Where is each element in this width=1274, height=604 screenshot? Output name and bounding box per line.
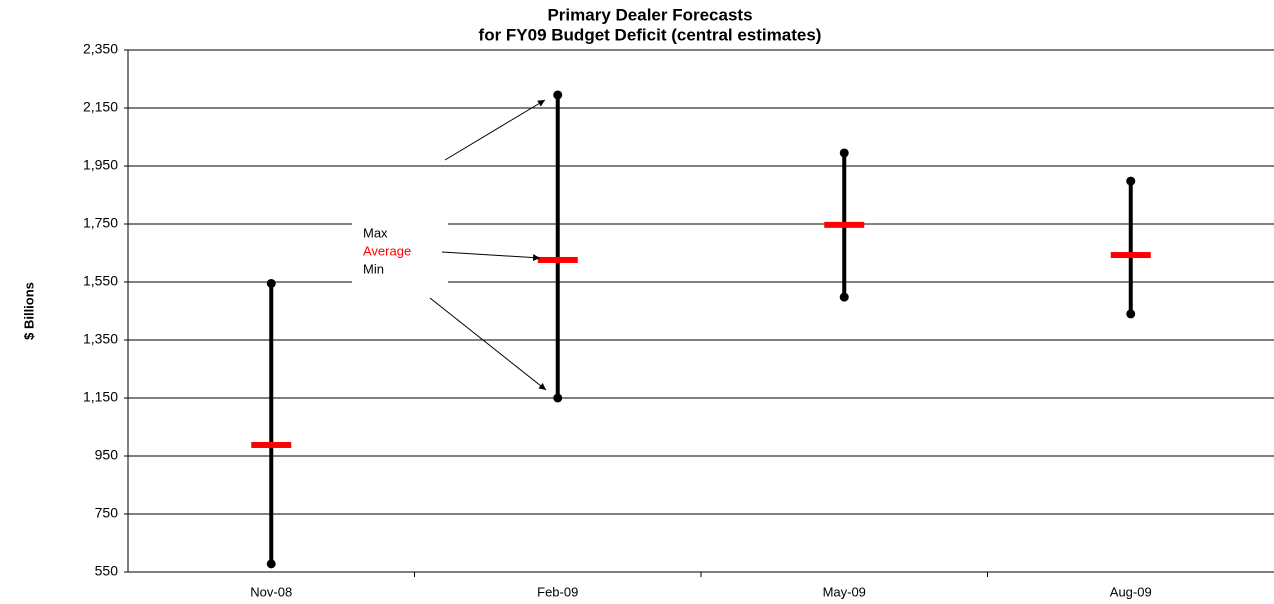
- annotation-box: [352, 212, 448, 292]
- annotation: Max Average Min: [352, 99, 547, 391]
- plot-area: 550 750 950 1,150 1,350 1,550 1,750 1,950 2,150 2…: [83, 41, 1274, 599]
- x-tick-label: Feb-09: [537, 584, 578, 599]
- max-dot: [266, 278, 276, 288]
- arrow: [441, 251, 541, 262]
- y-tick-label: 2,350: [83, 41, 118, 57]
- arrow: [444, 99, 546, 161]
- min-dot: [553, 393, 563, 403]
- chart-subtitle: for FY09 Budget Deficit (central estimat…: [479, 25, 822, 44]
- annotation-min: Min: [363, 261, 384, 276]
- y-tick-label: 1,350: [83, 331, 118, 347]
- average-mark: [824, 221, 865, 228]
- max-dot: [839, 148, 849, 158]
- max-dot: [1126, 176, 1136, 186]
- x-tick-label: Nov-08: [250, 584, 292, 599]
- y-tick-label: 2,150: [83, 99, 118, 115]
- y-tick-label: 550: [95, 563, 119, 579]
- y-tick-label: 1,950: [83, 157, 118, 173]
- x-tick-label: Aug-09: [1110, 584, 1152, 599]
- x-tick-label: May-09: [823, 584, 866, 599]
- y-tick-label: 1,150: [83, 389, 118, 405]
- annotation-average: Average: [363, 243, 411, 258]
- average-mark: [1110, 252, 1151, 259]
- min-dot: [266, 559, 276, 569]
- y-tick-label: 1,750: [83, 215, 118, 231]
- min-dot: [839, 292, 849, 302]
- arrow: [429, 297, 547, 391]
- y-tick-label: 1,550: [83, 273, 118, 289]
- chart-title: Primary Dealer Forecasts: [547, 5, 752, 24]
- y-tick-label: 750: [95, 505, 119, 521]
- annotation-max: Max: [363, 225, 388, 240]
- y-axis-label: $ Billions: [21, 282, 36, 340]
- average-mark: [537, 256, 578, 263]
- average-mark: [251, 441, 292, 448]
- y-tick-label: 950: [95, 447, 119, 463]
- min-dot: [1126, 309, 1136, 319]
- max-dot: [553, 90, 563, 100]
